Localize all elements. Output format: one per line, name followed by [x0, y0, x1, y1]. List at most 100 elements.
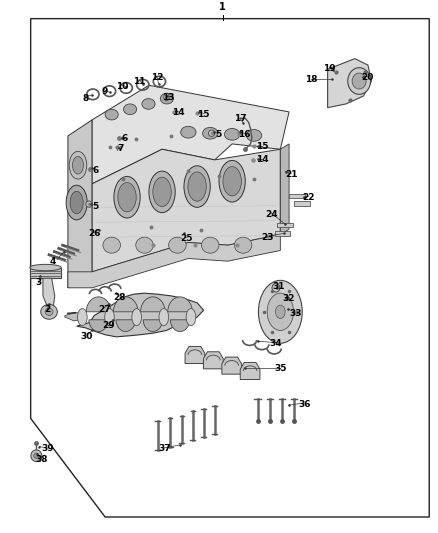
- Ellipse shape: [219, 160, 245, 202]
- Ellipse shape: [246, 130, 262, 141]
- Text: 7: 7: [117, 144, 124, 152]
- Ellipse shape: [103, 237, 120, 253]
- Ellipse shape: [70, 191, 83, 214]
- Ellipse shape: [30, 264, 61, 271]
- Ellipse shape: [86, 201, 92, 207]
- Ellipse shape: [34, 453, 39, 458]
- Text: 38: 38: [35, 455, 48, 464]
- Text: 28: 28: [113, 293, 125, 302]
- Ellipse shape: [258, 280, 302, 343]
- Polygon shape: [275, 231, 290, 236]
- Text: 18: 18: [305, 76, 317, 84]
- Text: 5: 5: [215, 131, 221, 139]
- Ellipse shape: [149, 171, 175, 213]
- Text: 24: 24: [265, 210, 278, 219]
- Text: 3: 3: [35, 278, 42, 287]
- Ellipse shape: [114, 176, 140, 218]
- Polygon shape: [222, 357, 242, 374]
- Ellipse shape: [223, 166, 241, 196]
- Text: 5: 5: [92, 203, 99, 211]
- Ellipse shape: [272, 284, 280, 292]
- Polygon shape: [92, 85, 289, 184]
- Text: 14: 14: [256, 156, 268, 164]
- Text: 39: 39: [41, 445, 53, 453]
- Text: 31: 31: [272, 282, 284, 291]
- Polygon shape: [77, 293, 204, 337]
- Ellipse shape: [169, 237, 186, 253]
- Text: 26: 26: [88, 229, 100, 238]
- Text: 27: 27: [98, 305, 110, 313]
- Ellipse shape: [66, 185, 87, 220]
- Text: 11: 11: [133, 77, 145, 85]
- Text: 1: 1: [219, 2, 226, 12]
- Text: 16: 16: [238, 130, 251, 139]
- Polygon shape: [294, 201, 310, 206]
- Ellipse shape: [105, 109, 118, 120]
- Ellipse shape: [225, 128, 240, 140]
- Wedge shape: [116, 320, 135, 332]
- Wedge shape: [143, 320, 162, 332]
- Wedge shape: [168, 297, 192, 312]
- Ellipse shape: [118, 182, 136, 212]
- Wedge shape: [89, 320, 108, 332]
- Ellipse shape: [31, 450, 42, 462]
- Wedge shape: [86, 297, 111, 312]
- Text: 23: 23: [261, 233, 273, 241]
- Text: 9: 9: [102, 87, 108, 96]
- Ellipse shape: [160, 93, 173, 104]
- Text: 14: 14: [173, 109, 185, 117]
- Ellipse shape: [136, 237, 153, 253]
- Ellipse shape: [41, 304, 57, 319]
- Text: 13: 13: [162, 93, 175, 101]
- Text: 37: 37: [158, 445, 170, 453]
- Ellipse shape: [124, 104, 137, 115]
- Ellipse shape: [132, 309, 141, 326]
- Ellipse shape: [164, 93, 169, 101]
- Text: 25: 25: [180, 235, 192, 243]
- Ellipse shape: [276, 305, 285, 318]
- Text: 34: 34: [270, 340, 282, 348]
- Wedge shape: [113, 297, 138, 312]
- Ellipse shape: [186, 309, 196, 326]
- Text: 20: 20: [361, 73, 373, 82]
- Ellipse shape: [188, 172, 206, 201]
- Ellipse shape: [69, 151, 87, 179]
- Ellipse shape: [180, 126, 196, 138]
- Text: 15: 15: [198, 110, 210, 119]
- Ellipse shape: [73, 157, 83, 174]
- Polygon shape: [328, 59, 371, 108]
- Polygon shape: [240, 362, 260, 379]
- Text: 21: 21: [285, 171, 297, 179]
- Text: 19: 19: [323, 64, 336, 72]
- Ellipse shape: [234, 237, 252, 253]
- Polygon shape: [65, 312, 82, 321]
- Text: 17: 17: [234, 114, 246, 123]
- Polygon shape: [277, 223, 293, 227]
- Text: 33: 33: [290, 309, 302, 318]
- Ellipse shape: [45, 308, 53, 316]
- Text: 4: 4: [49, 257, 56, 265]
- Ellipse shape: [267, 293, 293, 330]
- Ellipse shape: [348, 68, 371, 94]
- Text: 8: 8: [82, 94, 88, 103]
- Text: 15: 15: [256, 142, 268, 151]
- Text: 12: 12: [151, 73, 163, 82]
- Ellipse shape: [184, 166, 210, 207]
- Wedge shape: [170, 320, 190, 332]
- Polygon shape: [68, 235, 280, 288]
- Polygon shape: [43, 278, 55, 306]
- Ellipse shape: [153, 177, 171, 207]
- Ellipse shape: [159, 309, 169, 326]
- Polygon shape: [92, 149, 280, 272]
- Text: 2: 2: [44, 305, 50, 313]
- Text: 32: 32: [282, 294, 294, 303]
- Ellipse shape: [105, 309, 114, 326]
- Text: 29: 29: [102, 321, 115, 329]
- Ellipse shape: [202, 127, 218, 139]
- Wedge shape: [141, 297, 165, 312]
- Text: 35: 35: [274, 365, 286, 373]
- Text: 6: 6: [92, 166, 99, 175]
- Ellipse shape: [352, 73, 366, 89]
- Polygon shape: [280, 144, 289, 235]
- Text: 22: 22: [303, 193, 315, 201]
